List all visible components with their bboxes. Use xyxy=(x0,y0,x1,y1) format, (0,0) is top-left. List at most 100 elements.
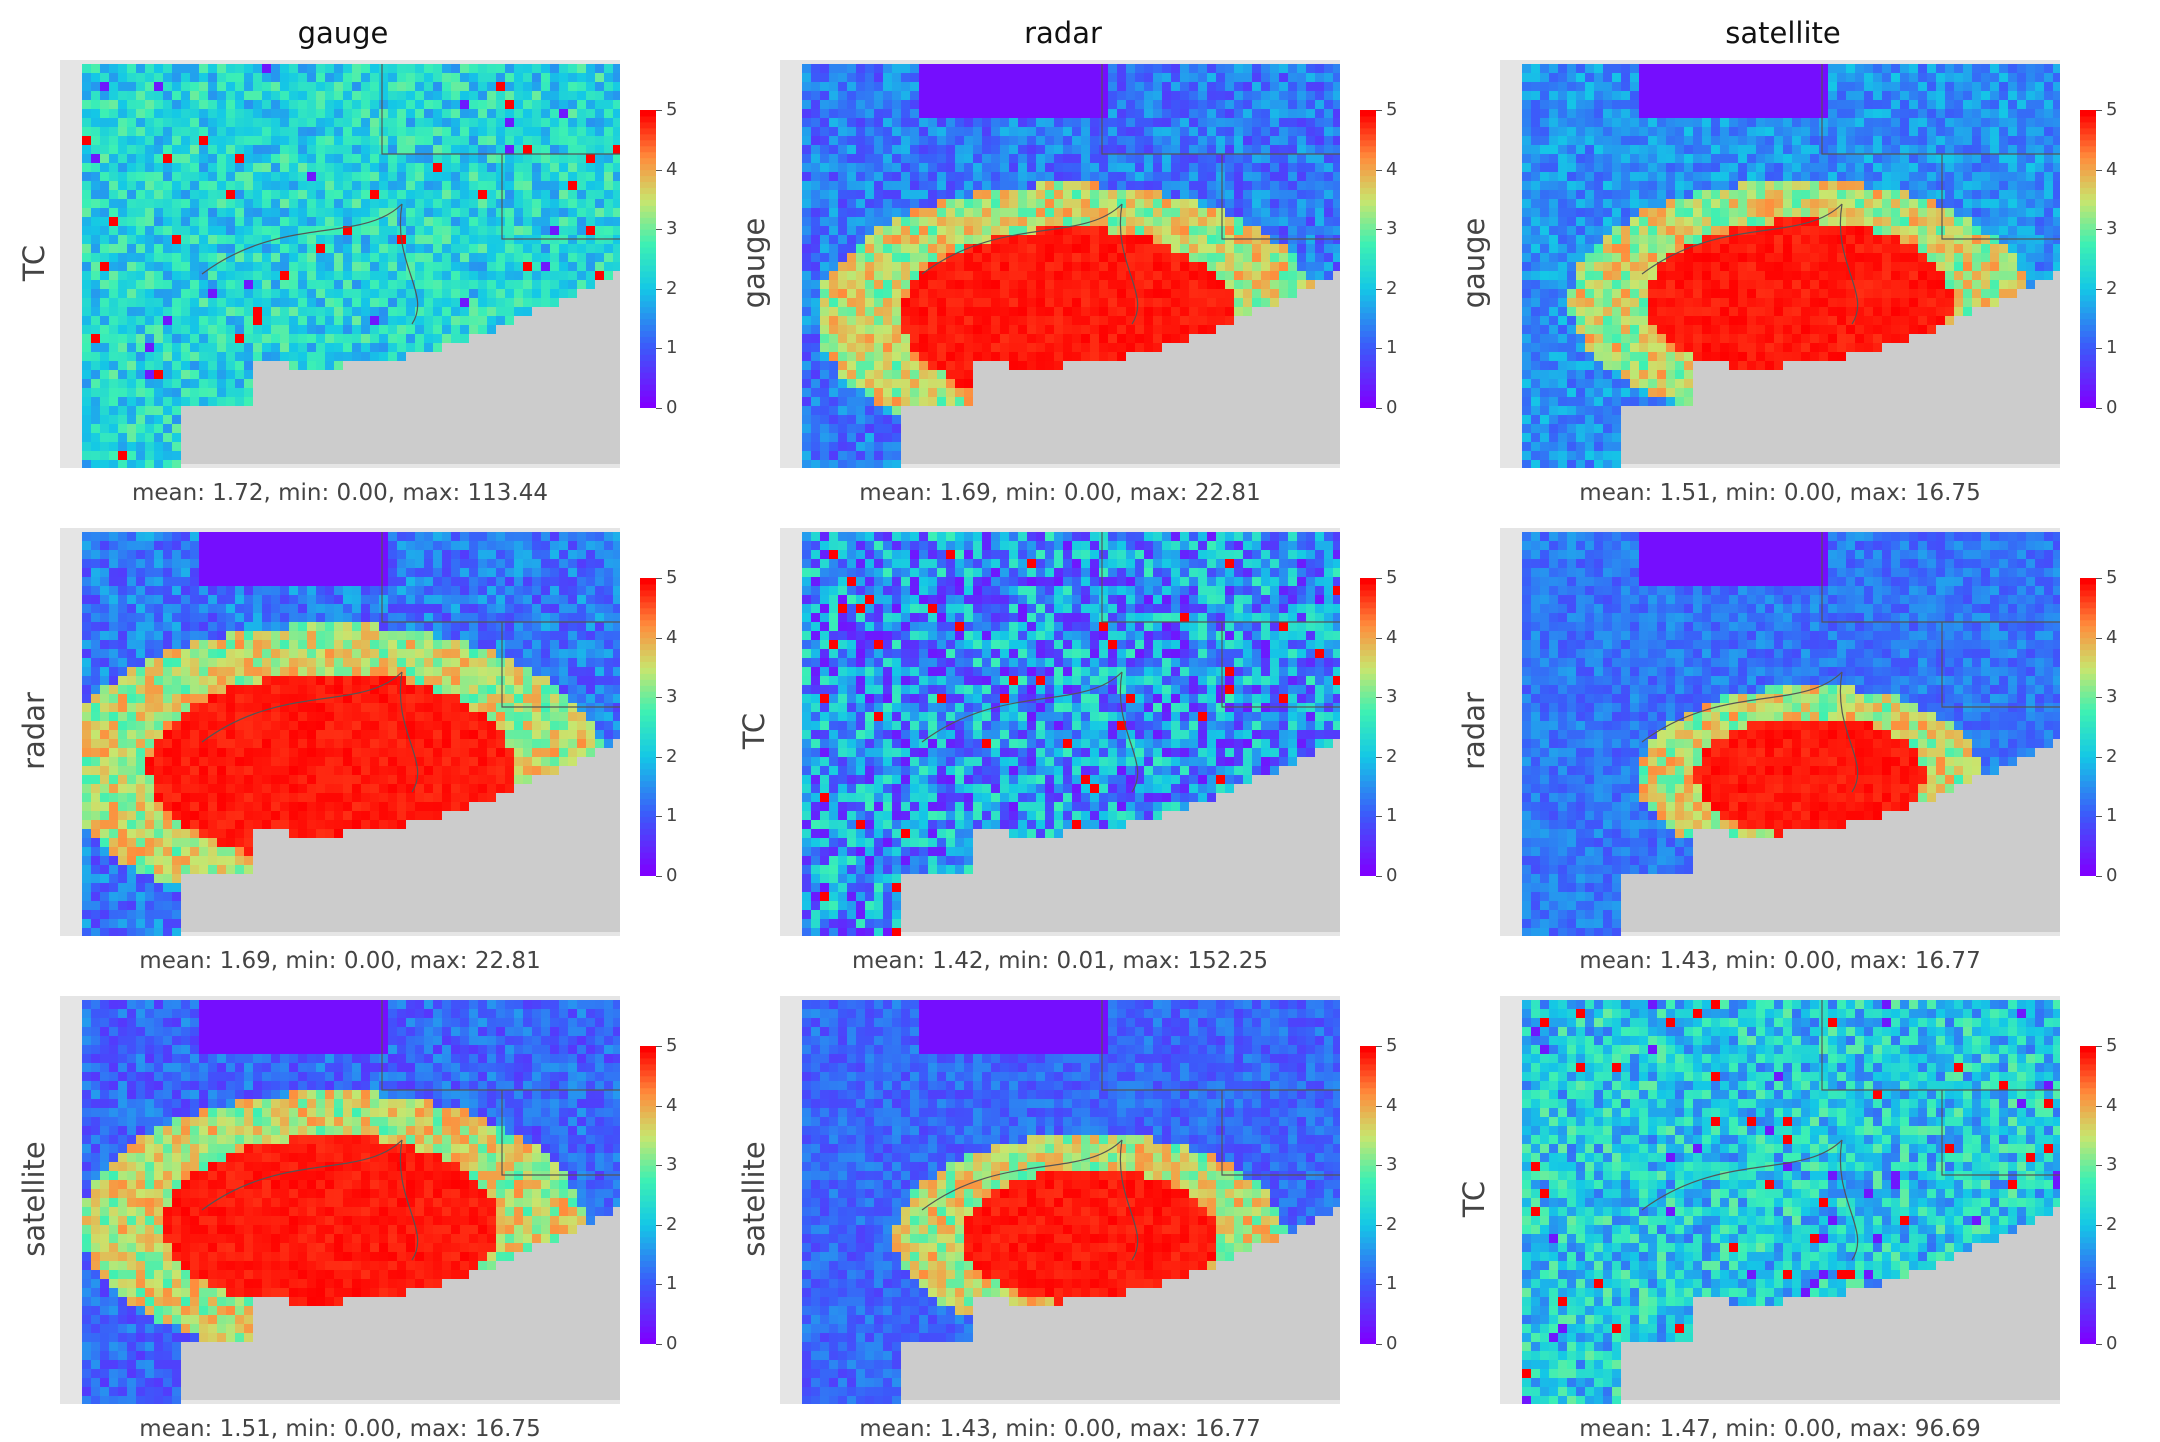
colorbar-tick-label: 0 xyxy=(666,865,677,886)
colorbar-tickmark xyxy=(2096,229,2102,230)
heatmap-panel-5 xyxy=(780,528,1340,936)
colorbar-tick-label: 3 xyxy=(1386,686,1397,707)
colorbar-tickmark xyxy=(656,170,662,171)
colorbar-tickmark xyxy=(1376,876,1382,877)
colorbar-tickmark xyxy=(2096,697,2102,698)
colorbar-tickmark xyxy=(656,408,662,409)
row-label-3: gauge xyxy=(1457,163,1491,363)
colorbar-tick-label: 4 xyxy=(666,1095,677,1116)
panel-stats-1: mean: 1.72, min: 0.00, max: 113.44 xyxy=(60,480,620,506)
colorbar-tick-label: 3 xyxy=(1386,218,1397,239)
colorbar-tick-label: 2 xyxy=(1386,746,1397,767)
colorbar-tickmark xyxy=(1376,1106,1382,1107)
colorbar-tickmark xyxy=(656,289,662,290)
heatmap-map-5 xyxy=(780,528,1340,936)
colorbar-tickmark xyxy=(2096,816,2102,817)
heatmap-panel-1 xyxy=(60,60,620,468)
colorbar-tick-label: 1 xyxy=(1386,1273,1397,1294)
colorbar-tick-label: 4 xyxy=(2106,159,2117,180)
colorbar-tick-label: 1 xyxy=(2106,805,2117,826)
colorbar-tick-label: 3 xyxy=(666,686,677,707)
colorbar-tickmark xyxy=(656,816,662,817)
colorbar-tickmark xyxy=(1376,638,1382,639)
colorbar-tickmark xyxy=(656,578,662,579)
panel-stats-4: mean: 1.69, min: 0.00, max: 22.81 xyxy=(60,948,620,974)
colorbar-tick-label: 3 xyxy=(2106,686,2117,707)
column-title-radar: radar xyxy=(783,16,1343,50)
colorbar-tickmark xyxy=(2096,348,2102,349)
colorbar-tickmark xyxy=(656,110,662,111)
row-label-8: satellite xyxy=(737,1099,771,1299)
colorbar-tickmark xyxy=(1376,170,1382,171)
colorbar-4 xyxy=(640,578,656,876)
colorbar-tick-label: 1 xyxy=(2106,337,2117,358)
colorbar-tick-label: 2 xyxy=(2106,278,2117,299)
colorbar-tick-label: 4 xyxy=(1386,159,1397,180)
colorbar-tickmark xyxy=(656,1284,662,1285)
panel-stats-2: mean: 1.69, min: 0.00, max: 22.81 xyxy=(780,480,1340,506)
heatmap-panel-2 xyxy=(780,60,1340,468)
heatmap-map-8 xyxy=(780,996,1340,1404)
colorbar-tickmark xyxy=(1376,1165,1382,1166)
colorbar-tickmark xyxy=(656,876,662,877)
colorbar-tick-label: 4 xyxy=(1386,627,1397,648)
colorbar-tick-label: 2 xyxy=(2106,1214,2117,1235)
colorbar-tick-label: 2 xyxy=(1386,1214,1397,1235)
colorbar-tick-label: 3 xyxy=(666,218,677,239)
colorbar-tickmark xyxy=(1376,816,1382,817)
heatmap-map-6 xyxy=(1500,528,2060,936)
panel-stats-5: mean: 1.42, min: 0.01, max: 152.25 xyxy=(780,948,1340,974)
colorbar-tick-label: 5 xyxy=(2106,1035,2117,1056)
colorbar-tick-label: 4 xyxy=(1386,1095,1397,1116)
colorbar-tick-label: 5 xyxy=(1386,567,1397,588)
colorbar-tick-label: 3 xyxy=(666,1154,677,1175)
colorbar-tick-label: 1 xyxy=(666,805,677,826)
colorbar-tick-label: 5 xyxy=(2106,99,2117,120)
colorbar-tick-label: 2 xyxy=(666,1214,677,1235)
colorbar-tickmark xyxy=(1376,757,1382,758)
colorbar-tickmark xyxy=(1376,1344,1382,1345)
colorbar-tickmark xyxy=(1376,578,1382,579)
colorbar-tick-label: 0 xyxy=(1386,1333,1397,1354)
heatmap-panel-4 xyxy=(60,528,620,936)
panel-stats-8: mean: 1.43, min: 0.00, max: 16.77 xyxy=(780,1416,1340,1442)
colorbar-tick-label: 0 xyxy=(1386,397,1397,418)
panel-stats-9: mean: 1.47, min: 0.00, max: 96.69 xyxy=(1500,1416,2060,1442)
panel-stats-6: mean: 1.43, min: 0.00, max: 16.77 xyxy=(1500,948,2060,974)
colorbar-tickmark xyxy=(2096,1344,2102,1345)
colorbar-tick-label: 0 xyxy=(666,397,677,418)
colorbar-tickmark xyxy=(2096,1284,2102,1285)
colorbar-tick-label: 3 xyxy=(2106,1154,2117,1175)
colorbar-tick-label: 3 xyxy=(2106,218,2117,239)
heatmap-map-7 xyxy=(60,996,620,1404)
colorbar-tick-label: 5 xyxy=(666,99,677,120)
colorbar-tick-label: 5 xyxy=(1386,99,1397,120)
column-title-satellite: satellite xyxy=(1503,16,2063,50)
colorbar-tick-label: 5 xyxy=(1386,1035,1397,1056)
colorbar-tickmark xyxy=(1376,110,1382,111)
colorbar-tickmark xyxy=(1376,1225,1382,1226)
colorbar-tickmark xyxy=(2096,876,2102,877)
colorbar-tick-label: 4 xyxy=(2106,627,2117,648)
colorbar-tickmark xyxy=(1376,697,1382,698)
colorbar-tickmark xyxy=(2096,289,2102,290)
heatmap-panel-9 xyxy=(1500,996,2060,1404)
heatmap-map-1 xyxy=(60,60,620,468)
colorbar-1 xyxy=(640,110,656,408)
colorbar-tick-label: 5 xyxy=(2106,567,2117,588)
row-label-9: TC xyxy=(1457,1099,1491,1299)
colorbar-tickmark xyxy=(1376,229,1382,230)
colorbar-tick-label: 5 xyxy=(666,567,677,588)
colorbar-tick-label: 0 xyxy=(2106,865,2117,886)
colorbar-2 xyxy=(1360,110,1376,408)
colorbar-tick-label: 0 xyxy=(2106,397,2117,418)
row-label-6: radar xyxy=(1457,631,1491,831)
colorbar-tick-label: 2 xyxy=(1386,278,1397,299)
colorbar-tickmark xyxy=(2096,1046,2102,1047)
colorbar-tickmark xyxy=(2096,757,2102,758)
heatmap-panel-7 xyxy=(60,996,620,1404)
colorbar-tick-label: 0 xyxy=(2106,1333,2117,1354)
colorbar-tick-label: 2 xyxy=(666,278,677,299)
colorbar-tick-label: 1 xyxy=(1386,805,1397,826)
